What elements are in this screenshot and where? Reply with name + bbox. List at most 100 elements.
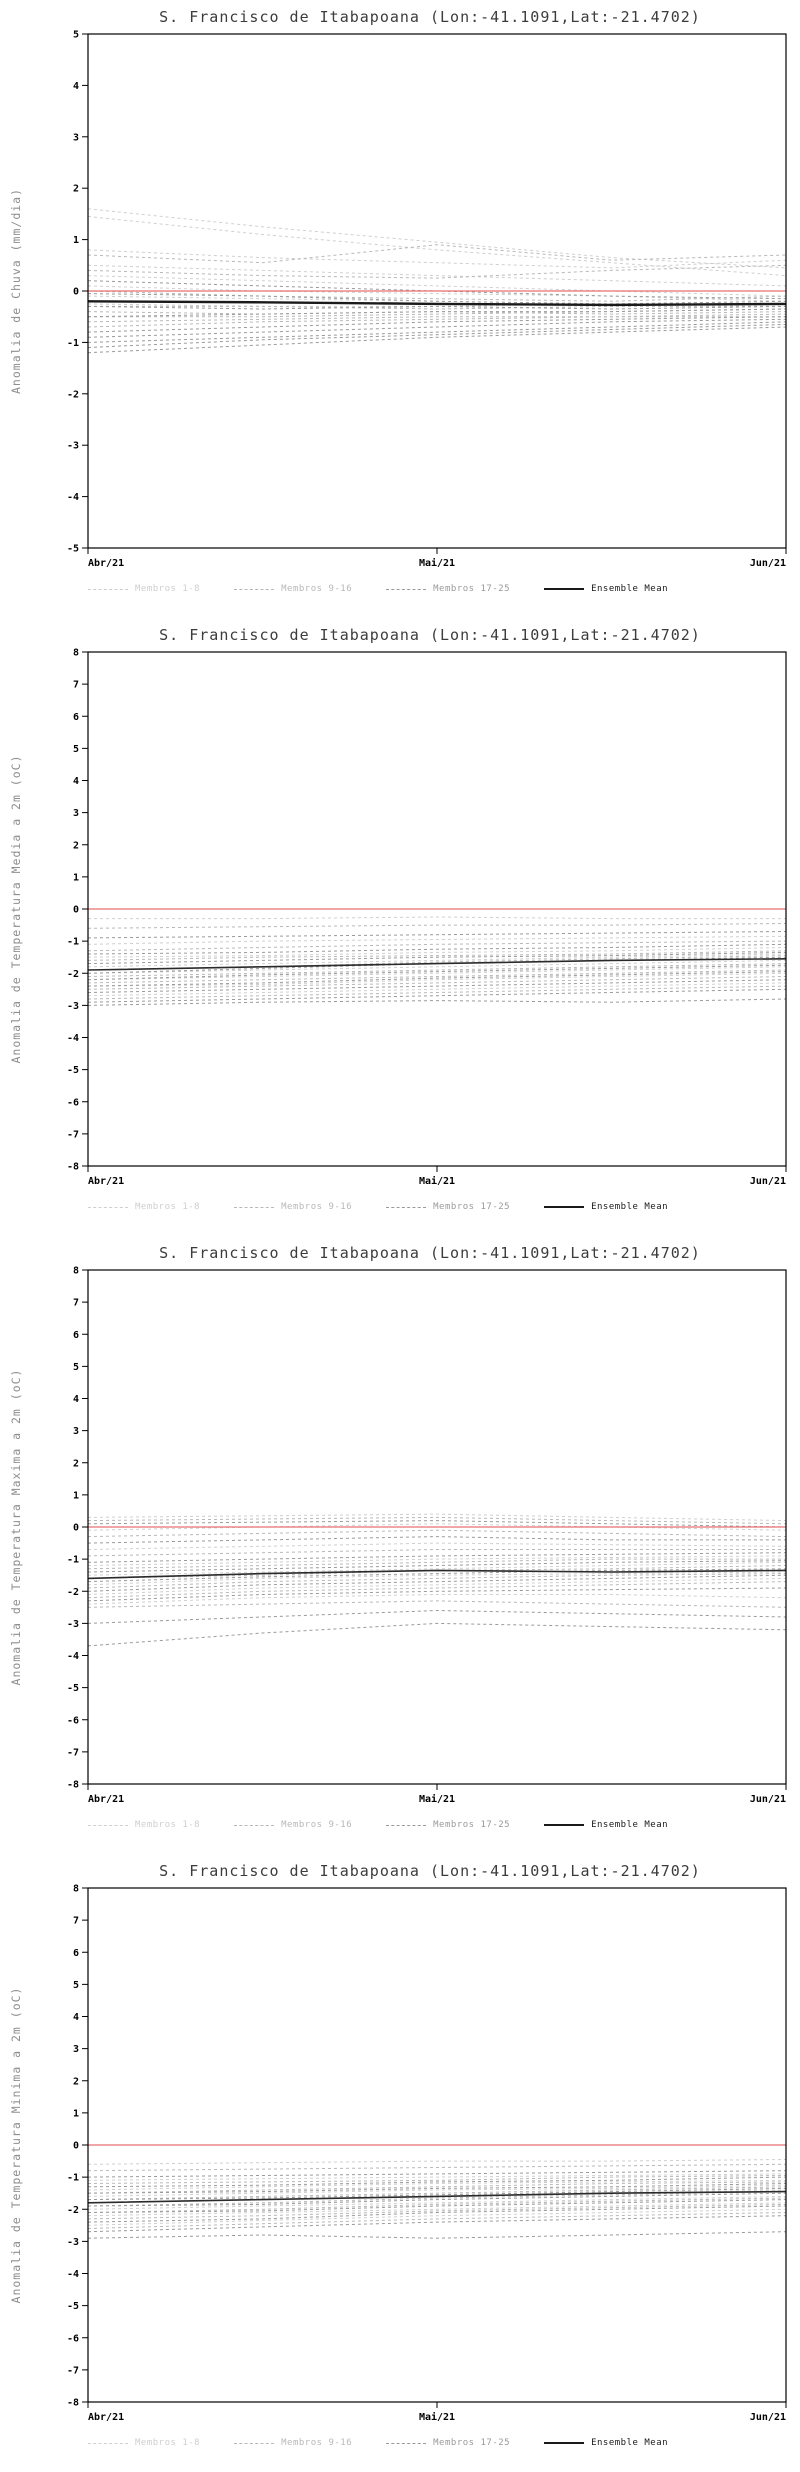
legend-item-membros-9-16: Membros 9-16 xyxy=(234,1820,352,1830)
mean-temperature-anomaly-chart: -8 -7 -6 -5 -4 -3 -2 -1 0 1 2 3 4 5 6 7 8 Abr/21 Mai/21 Jun… xyxy=(9,648,787,1187)
svg-text:-1: -1 xyxy=(67,937,79,948)
svg-text:-2: -2 xyxy=(67,969,79,980)
svg-text:-8: -8 xyxy=(67,1162,79,1173)
svg-text:-4: -4 xyxy=(67,492,79,503)
legend-item-membros-9-16: Membros 9-16 xyxy=(234,2438,352,2448)
svg-text:2: 2 xyxy=(73,184,79,195)
svg-text:-1: -1 xyxy=(67,338,79,349)
svg-text:7: 7 xyxy=(73,1298,79,1309)
svg-text:Anomalia de Temperatura Minima: Anomalia de Temperatura Minima a 2m (oC) xyxy=(9,1987,23,2304)
svg-text:-2: -2 xyxy=(67,389,79,400)
chart-legend: Membros 1-8 Membros 9-16 Membros 17-25 E… xyxy=(88,1196,788,1218)
svg-text:-2: -2 xyxy=(67,2205,79,2216)
svg-text:2: 2 xyxy=(73,840,79,851)
legend-label: Ensemble Mean xyxy=(591,1202,669,1212)
membros-17-25-line-sample xyxy=(386,2442,427,2444)
svg-text:0: 0 xyxy=(73,1523,79,1534)
svg-text:Anomalia de Temperatura Media: Anomalia de Temperatura Media a 2m (oC) xyxy=(9,754,23,1063)
chart-legend: Membros 1-8 Membros 9-16 Membros 17-25 E… xyxy=(88,1814,788,1836)
legend-label: Membros 9-16 xyxy=(281,1820,353,1830)
membros-9-16-line-sample xyxy=(234,1206,275,1208)
svg-text:6: 6 xyxy=(73,1330,79,1341)
svg-text:4: 4 xyxy=(73,1394,79,1405)
legend-label: Membros 17-25 xyxy=(433,584,511,594)
legend-item-ensemble-mean: Ensemble Mean xyxy=(544,1820,668,1830)
svg-text:4: 4 xyxy=(73,2012,79,2023)
svg-text:Jun/21: Jun/21 xyxy=(750,2412,786,2423)
chart-title: S. Francisco de Itabapoana (Lon:-41.1091… xyxy=(159,1244,701,1262)
svg-text:5: 5 xyxy=(73,1980,79,1991)
legend-item-membros-17-25: Membros 17-25 xyxy=(386,1820,510,1830)
legend-item-membros-1-8: Membros 1-8 xyxy=(88,1202,200,1212)
membros-17-25-line-sample xyxy=(386,588,427,590)
legend-item-membros-9-16: Membros 9-16 xyxy=(234,1202,352,1212)
svg-text:6: 6 xyxy=(73,712,79,723)
membros-9-16-line-sample xyxy=(234,2442,275,2444)
chart-legend: Membros 1-8 Membros 9-16 Membros 17-25 E… xyxy=(88,2432,788,2454)
legend-label: Membros 1-8 xyxy=(135,2438,201,2448)
svg-text:7: 7 xyxy=(73,1916,79,1927)
svg-text:1: 1 xyxy=(73,235,79,246)
chart-title: S. Francisco de Itabapoana (Lon:-41.1091… xyxy=(159,626,701,644)
svg-text:3: 3 xyxy=(73,1426,79,1437)
legend-label: Membros 9-16 xyxy=(281,1202,353,1212)
svg-text:-4: -4 xyxy=(67,2269,79,2280)
membros-1-8-line-sample xyxy=(88,588,128,590)
svg-text:Abr/21: Abr/21 xyxy=(88,2412,124,2423)
legend-label: Ensemble Mean xyxy=(591,1820,669,1830)
legend-item-membros-1-8: Membros 1-8 xyxy=(88,584,200,594)
svg-text:4: 4 xyxy=(73,776,79,787)
precipitation-anomaly-chart: -5 -4 -3 -2 -1 0 1 2 3 4 5 Abr/21 Mai/21 Jun/21 Anomal… xyxy=(9,30,787,569)
legend-item-membros-17-25: Membros 17-25 xyxy=(386,2438,510,2448)
svg-text:-5: -5 xyxy=(67,1683,79,1694)
chart-title: S. Francisco de Itabapoana (Lon:-41.1091… xyxy=(159,1862,701,1880)
svg-text:-8: -8 xyxy=(67,2398,79,2409)
svg-text:1: 1 xyxy=(73,872,79,883)
svg-text:3: 3 xyxy=(73,132,79,143)
svg-text:-5: -5 xyxy=(67,1065,79,1076)
svg-text:4: 4 xyxy=(73,81,79,92)
membros-1-8-line-sample xyxy=(88,1206,128,1208)
svg-text:6: 6 xyxy=(73,1948,79,1959)
svg-text:Jun/21: Jun/21 xyxy=(750,558,786,569)
svg-text:Mai/21: Mai/21 xyxy=(419,2411,455,2423)
svg-text:-6: -6 xyxy=(67,1715,79,1726)
svg-text:-7: -7 xyxy=(67,1747,79,1758)
svg-text:-5: -5 xyxy=(67,544,79,555)
chart-panel-max-temperature: S. Francisco de Itabapoana (Lon:-41.1091… xyxy=(0,1236,800,1854)
legend-item-ensemble-mean: Ensemble Mean xyxy=(544,584,668,594)
svg-text:2: 2 xyxy=(73,1458,79,1469)
svg-text:Mai/21: Mai/21 xyxy=(419,557,455,569)
svg-text:0: 0 xyxy=(73,2141,79,2152)
legend-label: Membros 1-8 xyxy=(135,584,201,594)
legend-label: Membros 1-8 xyxy=(135,1820,201,1830)
svg-text:-3: -3 xyxy=(67,1001,79,1012)
svg-text:Abr/21: Abr/21 xyxy=(88,1794,124,1805)
svg-text:-6: -6 xyxy=(67,1097,79,1108)
svg-text:-1: -1 xyxy=(67,2173,79,2184)
svg-text:8: 8 xyxy=(73,648,79,659)
svg-text:5: 5 xyxy=(73,744,79,755)
membros-17-25-line-sample xyxy=(386,1206,427,1208)
svg-text:2: 2 xyxy=(73,2076,79,2087)
chart-legend: Membros 1-8 Membros 9-16 Membros 17-25 E… xyxy=(88,578,788,600)
svg-text:8: 8 xyxy=(73,1884,79,1895)
svg-text:Anomalia de Chuva (mm/dia): Anomalia de Chuva (mm/dia) xyxy=(9,188,23,394)
svg-text:Mai/21: Mai/21 xyxy=(419,1175,455,1187)
svg-text:Jun/21: Jun/21 xyxy=(750,1176,786,1187)
svg-text:-3: -3 xyxy=(67,2237,79,2248)
membros-1-8-line-sample xyxy=(88,2442,128,2444)
legend-item-membros-1-8: Membros 1-8 xyxy=(88,1820,200,1830)
membros-9-16-line-sample xyxy=(234,588,275,590)
legend-item-membros-17-25: Membros 17-25 xyxy=(386,1202,510,1212)
membros-17-25-line-sample xyxy=(386,1824,427,1826)
legend-label: Membros 17-25 xyxy=(433,1202,511,1212)
chart-panel-precipitation: S. Francisco de Itabapoana (Lon:-41.1091… xyxy=(0,0,800,618)
svg-text:Abr/21: Abr/21 xyxy=(88,558,124,569)
svg-text:Jun/21: Jun/21 xyxy=(750,1794,786,1805)
chart-panel-mean-temperature: S. Francisco de Itabapoana (Lon:-41.1091… xyxy=(0,618,800,1236)
svg-text:1: 1 xyxy=(73,2108,79,2119)
ensemble-mean-line-sample xyxy=(544,1824,585,1826)
svg-text:Mai/21: Mai/21 xyxy=(419,1793,455,1805)
legend-label: Ensemble Mean xyxy=(591,2438,669,2448)
